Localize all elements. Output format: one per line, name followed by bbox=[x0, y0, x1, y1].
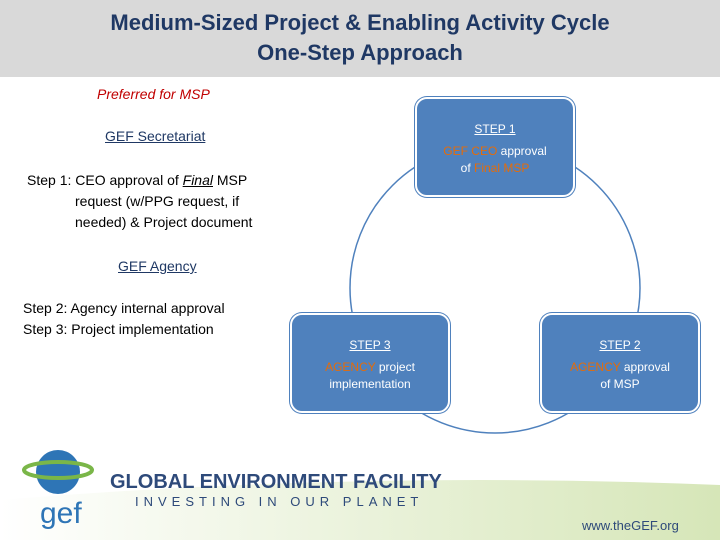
text: of MSP bbox=[600, 377, 640, 391]
node-line: AGENCY approval bbox=[542, 359, 698, 376]
title-line: One-Step Approach bbox=[257, 40, 463, 65]
text-line: Step 2: Agency internal approval bbox=[23, 300, 225, 316]
node-line: implementation bbox=[292, 376, 448, 393]
step-text: Step 2: Agency internal approval Step 3:… bbox=[23, 298, 225, 340]
step-text: Step 1: CEO approval of Final MSP reques… bbox=[27, 170, 252, 233]
text: AGENCY bbox=[570, 360, 621, 374]
tagline: INVESTING IN OUR PLANET bbox=[135, 494, 423, 509]
text: implementation bbox=[329, 377, 411, 391]
preferred-note: Preferred for MSP bbox=[97, 86, 210, 102]
text: of bbox=[460, 161, 474, 175]
logo-globe bbox=[36, 450, 80, 494]
text: Step 1: CEO approval of bbox=[27, 172, 183, 188]
node-label: STEP 1 bbox=[474, 122, 516, 136]
text-line: Step 1: CEO approval of Final MSP bbox=[27, 170, 252, 191]
node-label: STEP 2 bbox=[599, 338, 641, 352]
url: www.theGEF.org bbox=[581, 518, 679, 533]
text-line: needed) & Project document bbox=[75, 214, 253, 230]
text: GEF CEO bbox=[443, 144, 498, 158]
node-line: of Final MSP bbox=[417, 160, 573, 177]
title-bar: Medium-Sized Project & Enabling Activity… bbox=[0, 0, 720, 77]
node-line: AGENCY project bbox=[292, 359, 448, 376]
footer-band bbox=[0, 480, 720, 540]
footer: gef GLOBAL ENVIRONMENT FACILITY INVESTIN… bbox=[0, 450, 720, 540]
step-node: STEP 2 AGENCY approval of MSP bbox=[540, 313, 700, 413]
text: Final MSP bbox=[473, 161, 530, 175]
step-node: STEP 3 AGENCY project implementation bbox=[290, 313, 450, 413]
text: Final bbox=[182, 172, 213, 188]
section-heading: GEF Agency bbox=[118, 258, 197, 274]
text-line: request (w/PPG request, if bbox=[75, 193, 240, 209]
node-line: GEF CEO approval bbox=[417, 143, 573, 160]
node-line: of MSP bbox=[542, 376, 698, 393]
section-heading: GEF Secretariat bbox=[105, 128, 206, 144]
step-node: STEP 1 GEF CEO approval of Final MSP bbox=[415, 97, 575, 197]
logo-orbit bbox=[22, 460, 94, 480]
text: approval bbox=[497, 144, 547, 158]
logo-text: gef bbox=[40, 497, 82, 530]
node-label: STEP 3 bbox=[349, 338, 391, 352]
text: MSP bbox=[213, 172, 248, 188]
text: project bbox=[375, 360, 415, 374]
text: approval bbox=[620, 360, 670, 374]
text: AGENCY bbox=[325, 360, 376, 374]
org-name: GLOBAL ENVIRONMENT FACILITY bbox=[110, 471, 443, 493]
text-line: Step 3: Project implementation bbox=[23, 321, 214, 337]
title-line: Medium-Sized Project & Enabling Activity… bbox=[110, 10, 610, 35]
